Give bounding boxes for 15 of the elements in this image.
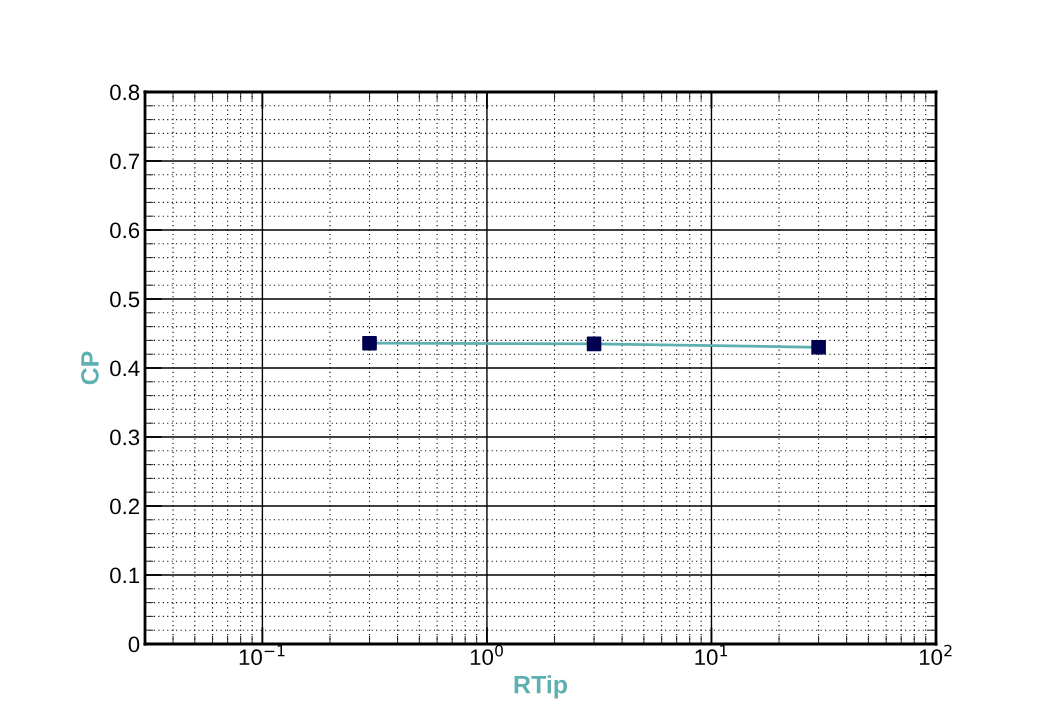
x-tick-label: 10$^{1}$	[695, 644, 728, 666]
y-tick-label: 0.5	[110, 291, 140, 308]
x-tick-label: 10$^{−1}$	[239, 644, 285, 666]
x-tick-label: 10$^{0}$	[470, 644, 503, 666]
y-tick-label: 0.4	[110, 360, 140, 377]
x-tick-label: 10$^{2}$	[919, 644, 952, 666]
y-axis-title: CP	[81, 351, 99, 385]
y-tick-label: 0.6	[110, 222, 140, 239]
y-tick-label: 0.3	[110, 429, 140, 446]
y-tick-label: 0.1	[110, 567, 140, 584]
y-tick-label: 0.8	[110, 84, 140, 101]
y-tick-label: 0.7	[110, 153, 140, 170]
x-axis-title: RTip	[514, 675, 568, 699]
y-tick-label: 0.2	[110, 498, 140, 515]
y-tick-label: 0	[128, 636, 140, 653]
